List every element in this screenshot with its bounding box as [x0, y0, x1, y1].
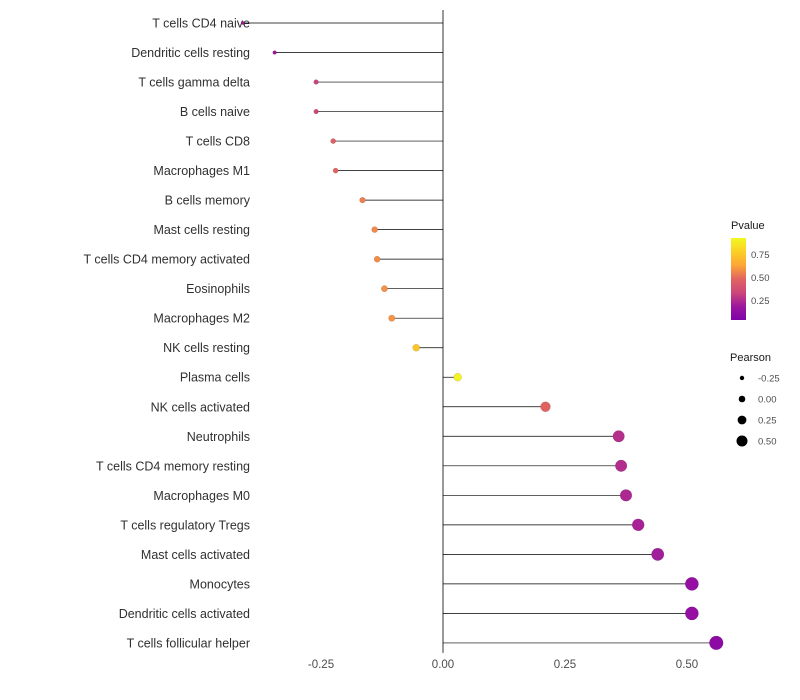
x-tick-label: 0.00 [432, 659, 454, 671]
category-label: Monocytes [190, 577, 250, 591]
category-label: T cells gamma delta [138, 76, 250, 90]
lollipop-dot [619, 489, 633, 502]
lollipop-dot [330, 138, 336, 144]
pearson-legend-dot [737, 415, 747, 425]
category-label: T cells CD4 naive [152, 17, 250, 31]
x-tick-label: 0.50 [676, 659, 698, 671]
category-label: Mast cells activated [141, 548, 250, 562]
pearson-legend-label: -0.25 [758, 374, 780, 385]
category-label: Eosinophils [186, 282, 250, 296]
lollipop-dot [632, 518, 645, 532]
lollipop-dot [615, 459, 628, 472]
x-tick-label: -0.25 [308, 659, 334, 671]
lollipop-dot [612, 430, 625, 443]
lollipop-dot [272, 50, 277, 55]
pvalue-colorbar [731, 238, 746, 320]
pvalue-legend-title: Pvalue [731, 220, 765, 232]
pearson-legend-dot [738, 395, 746, 403]
category-label: T cells CD8 [186, 135, 250, 149]
category-label: T cells CD4 memory activated [84, 253, 251, 267]
lollipop-dot [359, 197, 366, 204]
category-label: T cells follicular helper [127, 636, 250, 650]
lollipop-dot [313, 79, 319, 85]
category-label: Plasma cells [180, 371, 250, 385]
category-label: T cells regulatory Tregs [120, 518, 250, 532]
pvalue-legend-tick: 0.75 [751, 250, 770, 261]
lollipop-dot [388, 314, 396, 322]
lollipop-dot [685, 606, 699, 621]
lollipop-dot [241, 21, 245, 25]
category-label: Dendritic cells activated [119, 607, 250, 621]
lollipop-dot [685, 577, 699, 591]
pearson-legend-label: 0.00 [758, 395, 777, 406]
category-label: Macrophages M1 [153, 164, 250, 178]
lollipop-dot [453, 373, 462, 382]
lollipop-dot [412, 344, 420, 352]
lollipop-dot [709, 635, 724, 650]
category-label: Macrophages M2 [153, 312, 250, 326]
category-label: NK cells resting [163, 341, 250, 355]
lollipop-dot [332, 167, 339, 174]
pearson-legend-label: 0.50 [758, 437, 777, 448]
pearson-legend-title: Pearson [730, 352, 771, 364]
lollipop-dot [373, 255, 381, 263]
pearson-legend-dot [736, 435, 748, 447]
lollipop-dot [540, 401, 551, 412]
lollipop-dot [651, 547, 665, 561]
pvalue-legend-tick: 0.25 [751, 296, 770, 307]
category-label: Neutrophils [187, 430, 250, 444]
lollipop-dot [381, 285, 388, 293]
lollipop-dot [371, 226, 378, 233]
category-label: Macrophages M0 [153, 489, 250, 503]
category-label: NK cells activated [151, 400, 250, 414]
category-label: B cells naive [180, 105, 250, 119]
pvalue-legend-tick: 0.50 [751, 273, 770, 284]
pearson-legend-label: 0.25 [758, 416, 777, 427]
x-tick-label: 0.25 [554, 659, 576, 671]
category-label: Dendritic cells resting [131, 46, 250, 60]
category-label: T cells CD4 memory resting [96, 459, 250, 473]
pearson-legend-dot [739, 375, 745, 381]
lollipop-dot [313, 108, 319, 115]
category-label: Mast cells resting [153, 223, 250, 237]
category-label: B cells memory [165, 194, 251, 208]
